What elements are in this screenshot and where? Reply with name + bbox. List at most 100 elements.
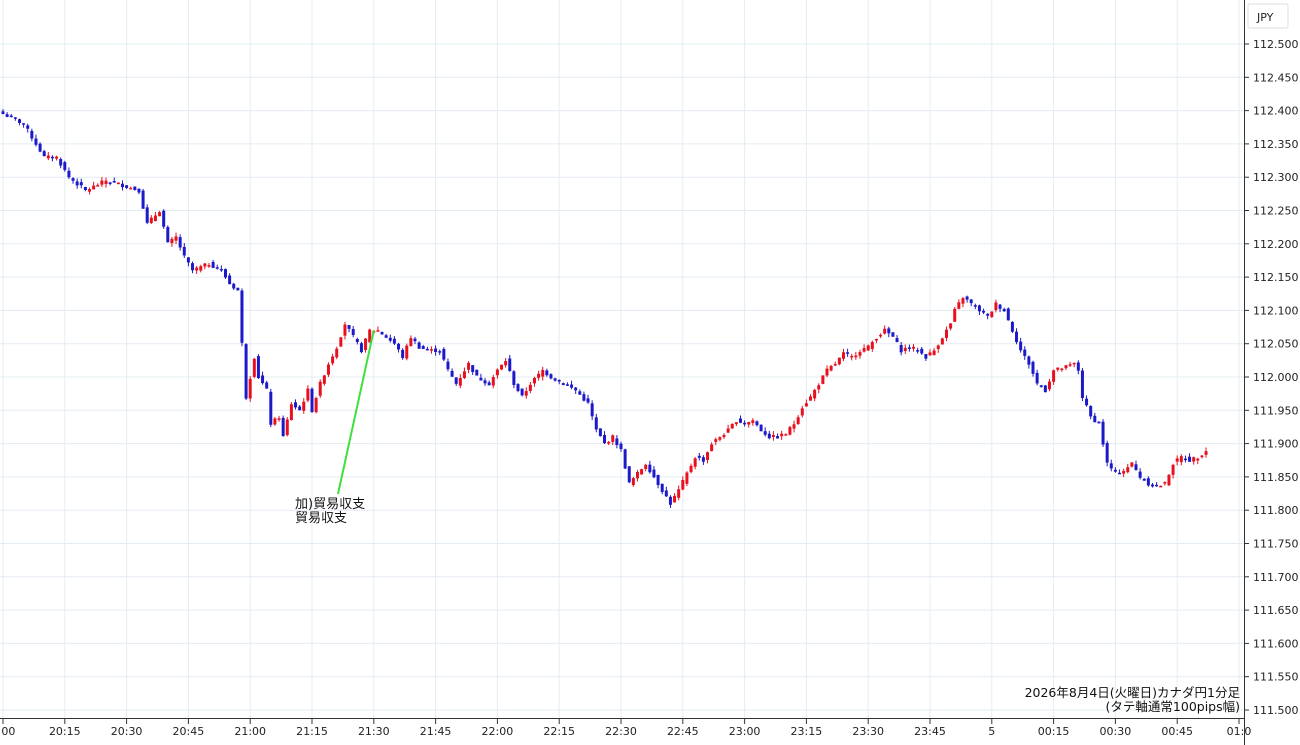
price-axis[interactable]: 112.500 112.450 112.400 112.350 112.300 112.2… [1245,38,1299,717]
candle-body [149,217,153,223]
candle [537,370,541,381]
candle-body [232,283,236,289]
candle [289,402,293,421]
candle-body [182,246,186,256]
candle [524,387,528,399]
candle [656,474,660,489]
candle-body [269,391,273,425]
candle [1122,468,1126,478]
time-tick-label: 00:30 [1100,725,1132,738]
candle-body [644,464,648,469]
candle-body [891,332,895,337]
candle [1043,384,1047,393]
candle [570,380,574,390]
candle-body [710,444,714,452]
candle-body [1002,308,1006,312]
candle [594,413,598,433]
candle-body [13,117,17,119]
candle [508,354,512,372]
annotation-label: 加)貿易収支 [295,497,365,512]
candle-body [874,338,878,341]
candle-body [145,207,149,223]
candle [1027,355,1031,369]
candle [261,371,265,385]
candle [1118,469,1122,475]
candle-body [364,338,368,350]
candle [67,167,71,180]
candle [92,181,96,190]
candle [1142,478,1146,481]
candle-body [479,377,483,381]
time-tick-label: 21:00 [234,725,266,738]
candle-body [302,401,306,411]
candle [149,215,153,225]
candle-body [697,455,701,458]
candle-body [549,374,553,379]
candle [1035,369,1039,386]
candle-body [747,422,751,425]
candle-body [615,438,619,446]
candle [644,463,648,472]
candle [421,344,425,350]
candle [1163,481,1167,486]
candle-body [236,287,240,291]
candle [755,420,759,427]
candle-body [574,387,578,391]
candle-body [866,345,870,351]
candle [384,333,388,339]
time-axis[interactable]: 0:00 20:15 20:30 20:45 21:00 21:15 21:30 21:45 2… [0,719,1251,738]
candle [899,341,903,356]
candle [557,379,561,385]
candle-body [1109,463,1113,469]
candle [1085,395,1089,407]
candle-body [858,352,862,356]
candle [1134,460,1138,471]
candle-body [1015,331,1019,343]
candle-body [582,394,586,401]
candle [88,187,92,195]
candle-body [318,381,322,396]
chart-info-line-1: 2026年8月4日(火曜日)カナダ円1分足 [1025,685,1241,700]
candle-body [784,434,788,436]
candle-body [223,269,227,278]
candle-body [359,343,363,353]
candle [697,452,701,461]
candle [63,160,67,172]
candle-body [1204,451,1208,455]
candle [887,326,891,338]
price-tick-label: 111.550 [1253,671,1299,684]
candle [145,204,149,225]
candle [203,262,207,270]
candle-body [776,436,780,439]
candle [965,295,969,303]
candle [837,357,841,366]
candle [331,353,335,366]
candle [434,345,438,356]
candle-body [664,490,668,497]
candle-body [129,187,133,190]
candle [112,177,116,183]
candle [701,455,705,465]
candle-body [990,311,994,318]
candle [244,343,248,401]
candle-body [5,114,9,117]
candle-body [162,210,166,227]
candle-body [817,385,821,390]
candle [1196,457,1200,465]
candle-body [1047,381,1051,390]
candle-body [1175,458,1179,462]
candle [232,282,236,291]
candle [1126,463,1130,474]
candle [191,261,195,274]
candle [186,257,190,267]
candle-body [55,156,59,159]
candle-body [846,352,850,354]
candle [668,495,672,508]
candle-body [471,365,475,372]
candle-body [656,475,660,485]
candle [339,336,343,347]
candle [471,365,475,375]
candle [42,149,46,157]
candle [549,373,553,380]
candle [1150,482,1154,488]
